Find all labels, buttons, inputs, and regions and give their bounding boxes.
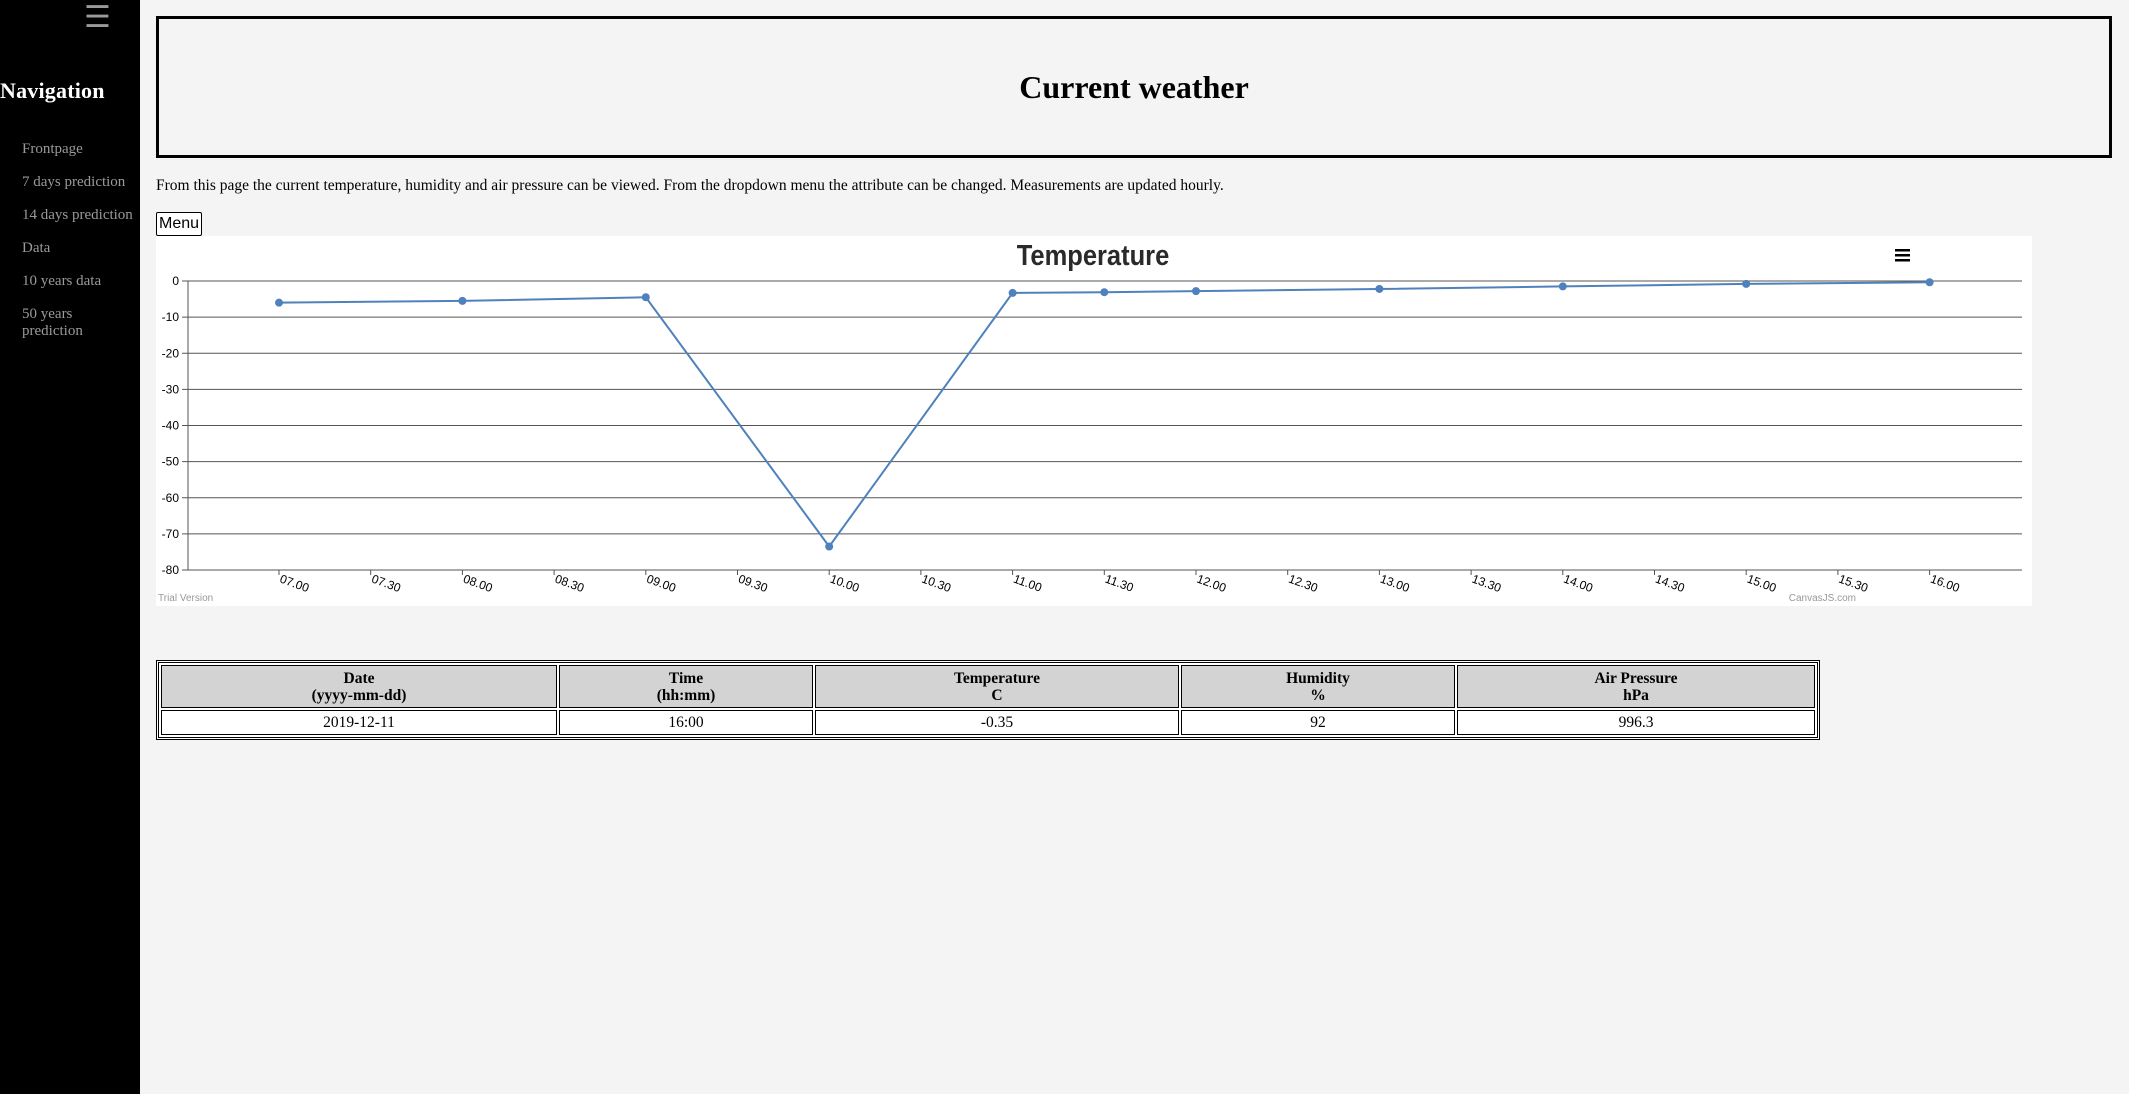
nav-item-7-days-prediction[interactable]: 7 days prediction: [22, 174, 126, 190]
table-header-row: Date (yyyy-mm-dd) Time (hh:mm) Temperature…: [161, 665, 1815, 708]
data-point[interactable]: [641, 293, 650, 302]
chart-menu-icon[interactable]: [1888, 245, 1914, 269]
table-row: 2019-12-11 16:00 -0.35 92 996.3: [161, 710, 1815, 735]
cell-temperature: -0.35: [815, 710, 1179, 735]
data-point[interactable]: [458, 296, 467, 305]
x-tick-label: 15.00: [1745, 572, 1778, 596]
x-tick-label: 10.00: [828, 572, 861, 596]
x-tick-label: 14.30: [1653, 572, 1686, 596]
nav-item-10-years-data[interactable]: 10 years data: [22, 273, 102, 289]
page-description: From this page the current temperature, …: [156, 177, 1224, 194]
x-tick-label: 14.00: [1562, 572, 1595, 596]
data-point[interactable]: [1008, 288, 1017, 297]
header-time: Time (hh:mm): [559, 665, 813, 708]
canvasjs-watermark[interactable]: CanvasJS.com: [1789, 593, 1856, 604]
attribute-menu-button[interactable]: Menu: [156, 212, 202, 236]
cell-humidity: 92: [1181, 710, 1455, 735]
chart-title: Temperature: [1017, 238, 1170, 271]
x-tick-label: 13.30: [1470, 572, 1503, 596]
header-temperature: Temperature C: [815, 665, 1179, 708]
header-air-pressure: Air Pressure hPa: [1457, 665, 1815, 708]
header-date: Date (yyyy-mm-dd): [161, 665, 557, 708]
x-tick-label: 11.30: [1103, 572, 1135, 595]
x-tick-label: 12.30: [1287, 572, 1320, 596]
nav-item-data[interactable]: Data: [22, 240, 51, 256]
data-point[interactable]: [1100, 288, 1109, 297]
x-tick-label: 07.30: [370, 572, 403, 596]
current-measurements-table: Date (yyyy-mm-dd) Time (hh:mm) Temperature…: [156, 660, 1820, 740]
nav-item-50-years-prediction[interactable]: 50 years prediction: [22, 306, 83, 339]
data-point[interactable]: [1925, 278, 1934, 287]
cell-time: 16:00: [559, 710, 813, 735]
x-tick-label: 10.30: [920, 572, 953, 596]
data-point[interactable]: [1375, 284, 1384, 293]
trial-version-watermark: Trial Version: [158, 593, 213, 604]
x-tick-label: 15.30: [1837, 572, 1870, 596]
cell-air-pressure: 996.3: [1457, 710, 1815, 735]
y-tick-label: -50: [162, 455, 180, 469]
x-tick-label: 09.00: [645, 572, 678, 596]
y-tick-label: 0: [172, 274, 179, 288]
x-tick-label: 08.30: [553, 572, 586, 596]
navigation-title: Navigation: [0, 78, 105, 103]
y-tick-label: -40: [162, 419, 180, 433]
data-point[interactable]: [825, 542, 834, 551]
x-tick-label: 13.00: [1378, 572, 1411, 596]
x-tick-label: 07.00: [278, 572, 311, 596]
y-tick-label: -80: [162, 563, 180, 577]
nav-item-frontpage[interactable]: Frontpage: [22, 141, 83, 157]
data-point[interactable]: [1742, 279, 1751, 288]
temperature-chart: 0 -10 -20 -30 -40 -50 -60 -70 -80 07.00 07.30 08.00…: [156, 236, 2032, 606]
cell-date: 2019-12-11: [161, 710, 557, 735]
data-point[interactable]: [1558, 282, 1567, 291]
nav-list: Frontpage 7 days prediction 14 days pred…: [22, 141, 134, 356]
nav-item-14-days-prediction[interactable]: 14 days prediction: [22, 207, 133, 223]
hamburger-menu-icon[interactable]: ☰: [84, 0, 111, 35]
x-tick-label: 12.00: [1195, 572, 1228, 596]
y-tick-label: -10: [162, 310, 180, 324]
y-tick-label: -20: [162, 346, 180, 360]
sidebar: ☰ Navigation Frontpage 7 days prediction…: [0, 0, 140, 1094]
x-tick-label: 16.00: [1929, 572, 1962, 596]
data-point[interactable]: [1192, 287, 1200, 296]
chart-svg: 0 -10 -20 -30 -40 -50 -60 -70 -80 07.00 07.30 08.00…: [158, 238, 2022, 604]
data-point[interactable]: [275, 298, 283, 307]
page-title: Current weather: [1019, 68, 1249, 105]
y-tick-label: -60: [162, 491, 180, 505]
page-header: Current weather: [156, 16, 2112, 158]
x-tick-label: 09.30: [736, 572, 769, 596]
x-tick-label: 11.00: [1012, 572, 1044, 595]
y-tick-label: -30: [162, 382, 180, 396]
header-humidity: Humidity%: [1181, 665, 1455, 708]
x-tick-label: 08.00: [461, 572, 494, 596]
y-tick-label: -70: [162, 527, 180, 541]
series-line: [278, 281, 1930, 549]
